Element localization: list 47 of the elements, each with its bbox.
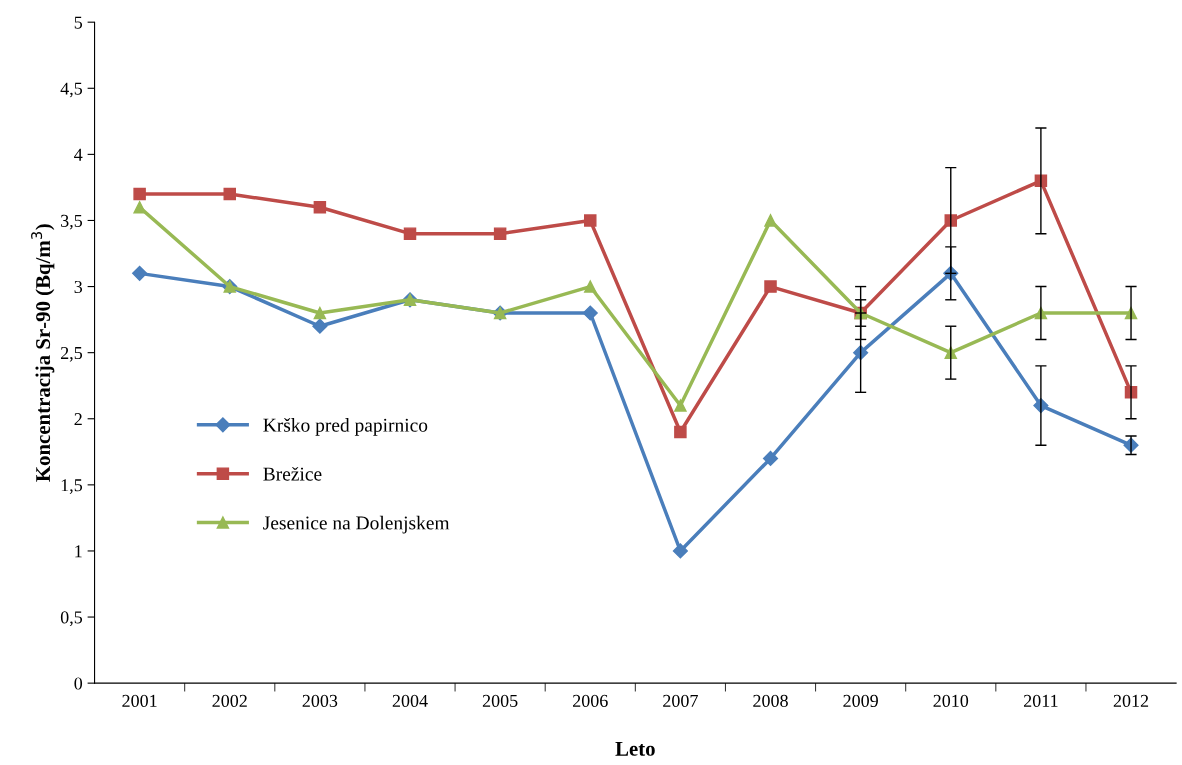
y-tick-label: 5 [74, 16, 83, 29]
legend-label: Jesenice na Dolenjskem [263, 515, 450, 534]
point [313, 201, 327, 214]
x-tick-label: 2010 [933, 694, 969, 707]
x-tick-label: 2001 [122, 694, 157, 707]
point [132, 265, 148, 281]
point [762, 450, 779, 466]
point [312, 318, 328, 334]
x-tick-label: 2008 [753, 694, 788, 707]
x-tick-label: 2004 [392, 694, 428, 707]
point [403, 227, 417, 240]
legend-label: Brežice [263, 466, 322, 481]
point [674, 399, 687, 412]
x-tick-label: 2006 [573, 694, 608, 707]
y-tick-label: 3 [74, 280, 83, 294]
point [133, 187, 146, 201]
point [223, 187, 237, 201]
point [584, 280, 597, 293]
legend-label: Krško pred papirnico [263, 418, 428, 436]
x-tick-label: 2012 [1113, 694, 1149, 707]
point [674, 425, 687, 439]
point [584, 214, 597, 227]
y-tick-label: 1,5 [61, 479, 83, 494]
x-tick-label: 2002 [212, 694, 247, 707]
y-tick-label: 0,5 [60, 611, 83, 627]
y-axis-title: Koncentracija Sr-90 (Bq/m$^{3}$) [31, 224, 55, 482]
x-tick-label: 2003 [302, 694, 338, 707]
point [944, 214, 958, 227]
y-tick-label: 3,5 [61, 214, 83, 230]
y-tick-label: 0 [74, 677, 83, 690]
x-tick-label: 2011 [1023, 694, 1058, 707]
y-tick-label: 4,5 [60, 82, 83, 98]
point [764, 214, 777, 227]
y-tick-label: 1 [75, 545, 82, 558]
y-tick-label: 2,5 [60, 346, 83, 362]
point [764, 280, 777, 293]
point [582, 305, 598, 321]
point [133, 201, 146, 214]
point [672, 543, 688, 559]
x-tick-label: 2005 [482, 694, 518, 707]
y-tick-label: 4 [74, 148, 83, 161]
x-tick-label: 2007 [663, 694, 698, 707]
x-axis-title: Leto [615, 742, 655, 756]
point [493, 227, 507, 240]
y-tick-label: 2 [74, 413, 82, 426]
point [313, 306, 327, 320]
x-tick-label: 2009 [843, 694, 878, 707]
